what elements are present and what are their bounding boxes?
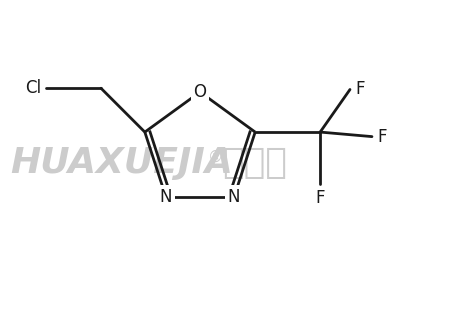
Text: HUAXUEJIA: HUAXUEJIA [10, 146, 233, 180]
Text: F: F [315, 189, 325, 207]
Text: N: N [228, 188, 240, 206]
Text: N: N [160, 188, 172, 206]
Text: Cl: Cl [25, 79, 41, 97]
Text: O: O [193, 83, 206, 101]
Text: F: F [377, 128, 386, 146]
Text: 化学加: 化学加 [222, 146, 287, 180]
Text: F: F [355, 81, 364, 98]
Text: ®: ® [208, 150, 223, 164]
